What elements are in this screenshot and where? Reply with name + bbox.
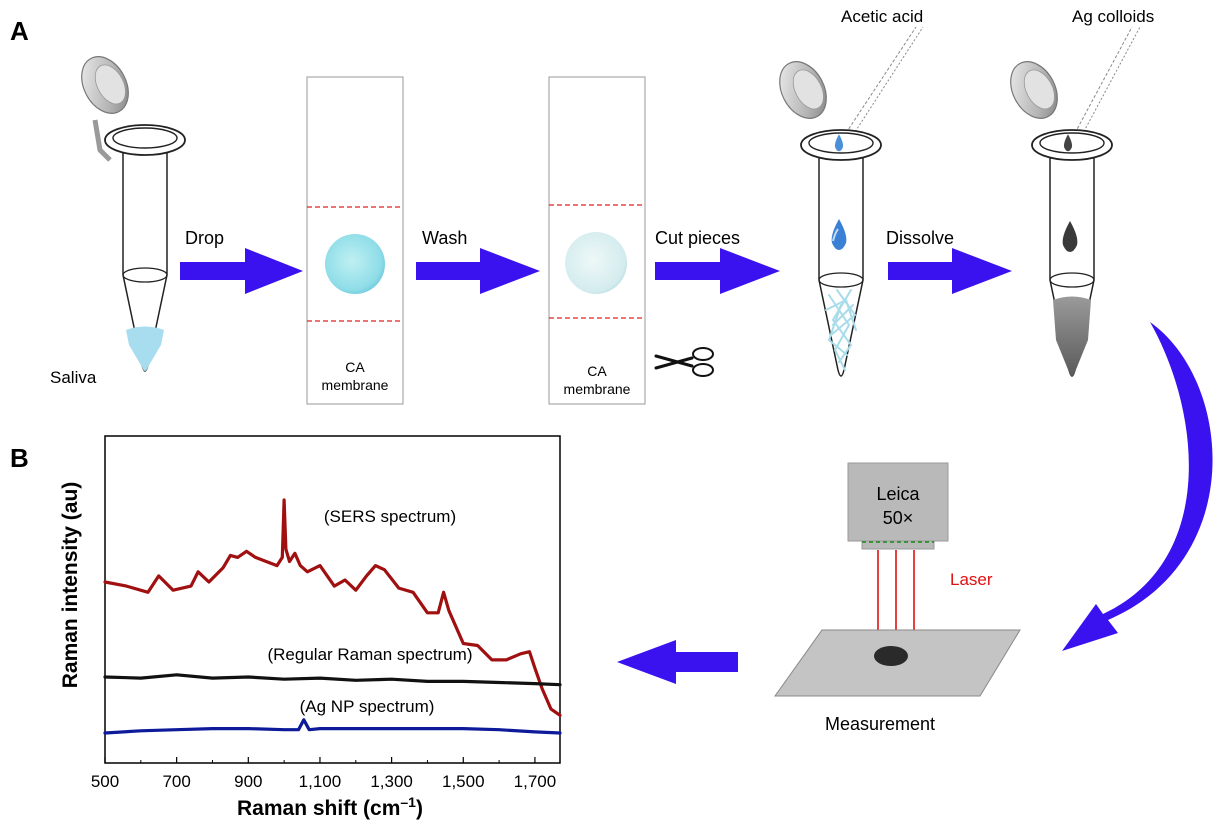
series-label-2: (Regular Raman spectrum) <box>267 645 472 664</box>
x-tick-label: 500 <box>91 772 119 791</box>
drop-label: Drop <box>185 228 224 248</box>
saliva-spot-icon <box>325 234 385 294</box>
drop-arrow-icon <box>180 248 303 294</box>
series-line-3 <box>103 718 562 735</box>
dissolve-arrow-icon <box>888 248 1012 294</box>
pipette-icon <box>1074 26 1133 134</box>
tube-acetic-icon <box>769 26 924 377</box>
x-tick-label: 1,300 <box>370 772 413 791</box>
dissolve-label: Dissolve <box>886 228 954 248</box>
panel-b: B 500 700 900 1,100 1,300 1,500 1,700 (SERS spe… <box>10 435 562 820</box>
curved-arrow-icon <box>1062 322 1213 651</box>
acetic-acid-label: Acetic acid <box>841 7 923 26</box>
saliva-label: Saliva <box>50 368 97 387</box>
x-tick-label: 1,500 <box>442 772 485 791</box>
wash-arrow-icon <box>416 248 540 294</box>
plot-frame <box>104 435 561 764</box>
objective-line2: 50× <box>883 508 914 528</box>
measurement-setup: Leica 50× Laser Measurement <box>774 462 1021 734</box>
laser-label: Laser <box>950 570 993 589</box>
ag-colloids-label: Ag colloids <box>1072 7 1154 26</box>
tube-icon <box>71 48 186 372</box>
washed-spot-icon <box>565 232 627 294</box>
series-line-1 <box>103 498 562 717</box>
ca-membrane-2-line2: membrane <box>564 381 631 397</box>
pipette-icon <box>845 26 917 134</box>
x-tick-label: 1,700 <box>514 772 557 791</box>
series-label-1: (SERS spectrum) <box>324 507 456 526</box>
objective-line1: Leica <box>876 484 920 504</box>
wash-label: Wash <box>422 228 467 248</box>
series-label-3: (Ag NP spectrum) <box>300 697 435 716</box>
y-axis-label: Raman intensity (au) <box>59 482 82 689</box>
measurement-label: Measurement <box>825 714 935 734</box>
cut-arrow-icon <box>655 248 780 294</box>
ca-membrane-1 <box>306 76 404 405</box>
left-arrow-icon <box>617 640 738 684</box>
panel-b-label: B <box>10 443 29 473</box>
x-tick-label: 1,100 <box>299 772 342 791</box>
sample-spot-icon <box>874 646 908 666</box>
x-tick-label: 900 <box>234 772 262 791</box>
panel-a: A Saliva Drop CA membrane Wash <box>10 7 1213 651</box>
ca-membrane-2 <box>548 76 646 405</box>
x-axis-label: Raman shift (cm–1) <box>237 794 423 820</box>
ca-membrane-2-line1: CA <box>587 363 607 379</box>
tube-ag-icon <box>1000 26 1141 377</box>
series-line-2 <box>103 673 562 687</box>
ca-membrane-1-line2: membrane <box>322 377 389 393</box>
objective-icon <box>847 462 949 542</box>
raman-chart: 500 700 900 1,100 1,300 1,500 1,700 (SERS spect… <box>59 435 562 820</box>
scissors-icon <box>654 347 714 377</box>
x-tick-label: 700 <box>162 772 190 791</box>
cut-pieces-label: Cut pieces <box>655 228 740 248</box>
ca-membrane-1-line1: CA <box>345 359 365 375</box>
panel-a-label: A <box>10 16 29 46</box>
